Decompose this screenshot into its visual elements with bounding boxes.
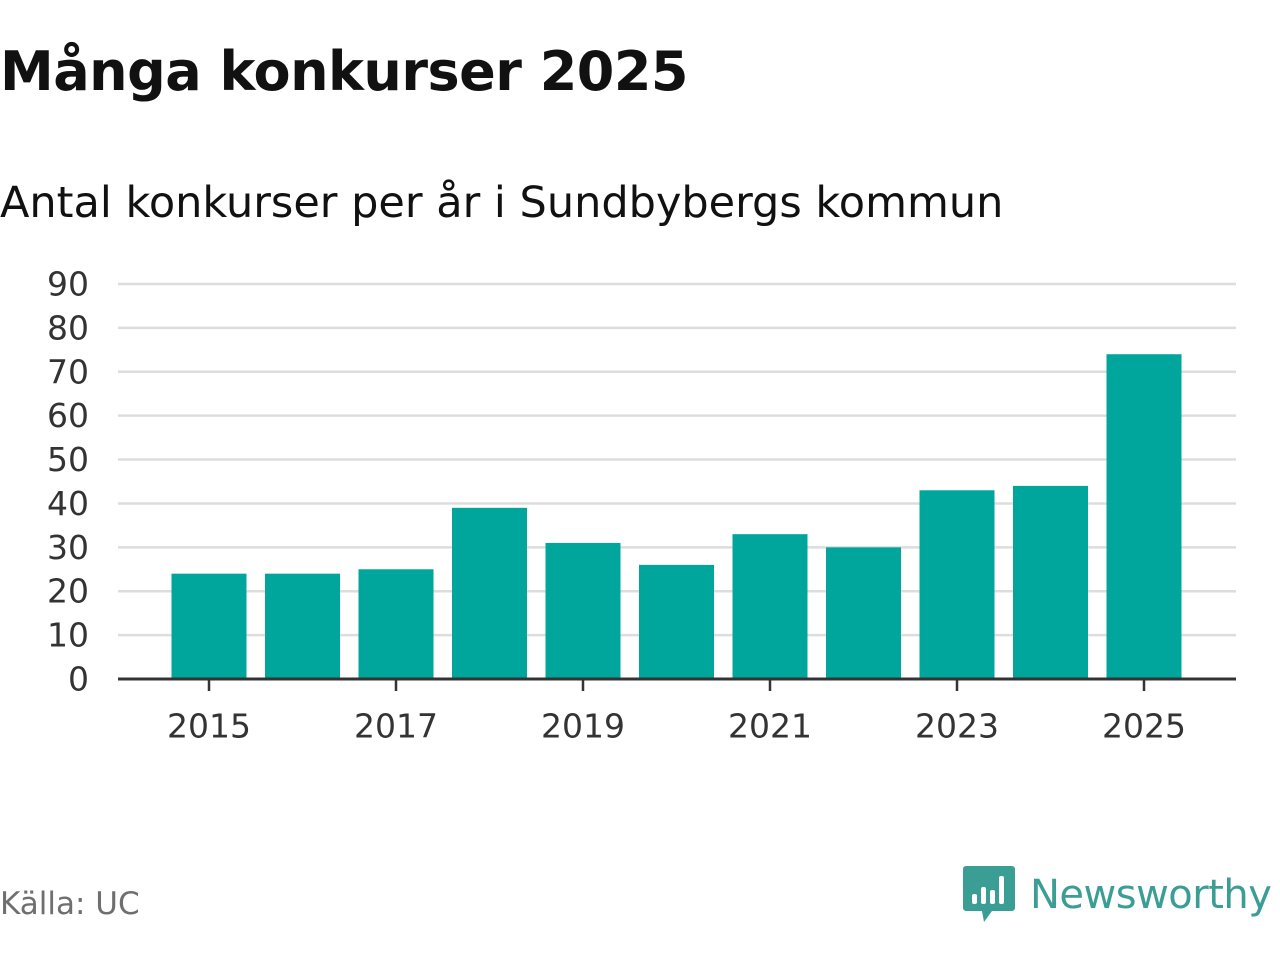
bar-2020 [639,564,714,679]
y-tick-label: 0 [68,660,89,699]
bar-chart: 0 10 20 30 40 50 60 70 80 90 2015 2017 2019 2021 2023 2… [47,265,1236,746]
y-tick-label: 30 [47,528,89,567]
y-tick-label: 70 [47,352,89,391]
y-tick-label: 60 [47,396,89,435]
x-tick-label: 2025 [1102,707,1186,746]
bar-2015 [171,573,247,679]
x-tick-label: 2023 [915,707,999,746]
x-tick-label: 2021 [728,707,812,746]
x-tick-label: 2017 [354,707,438,746]
bar-2022 [826,547,901,679]
bar-2017 [358,569,434,679]
y-tick-label: 20 [47,572,89,611]
newsworthy-logo-icon [963,866,1015,922]
bar-2019 [545,542,621,679]
y-tick-label: 10 [47,616,89,655]
chart-subtitle: Antal konkurser per år i Sundbybergs kom… [0,178,1004,228]
bar-2021 [732,534,808,679]
bar-2023 [919,490,995,679]
x-tick-label: 2015 [167,707,251,746]
chart-title: Många konkurser 2025 [0,40,689,103]
source-note: Källa: UC [0,886,140,922]
y-tick-label: 80 [47,308,89,347]
x-tick-label: 2019 [541,707,625,746]
y-tick-label: 40 [47,484,89,523]
bar-2024 [1013,485,1088,679]
y-tick-label: 50 [47,440,89,479]
newsworthy-logo: Newsworthy [962,864,1272,926]
bar-2018 [452,507,527,679]
bar-2016 [265,573,340,679]
logo-text: Newsworthy [1030,872,1272,918]
bar-2025 [1106,354,1182,679]
y-tick-label: 90 [47,265,89,304]
